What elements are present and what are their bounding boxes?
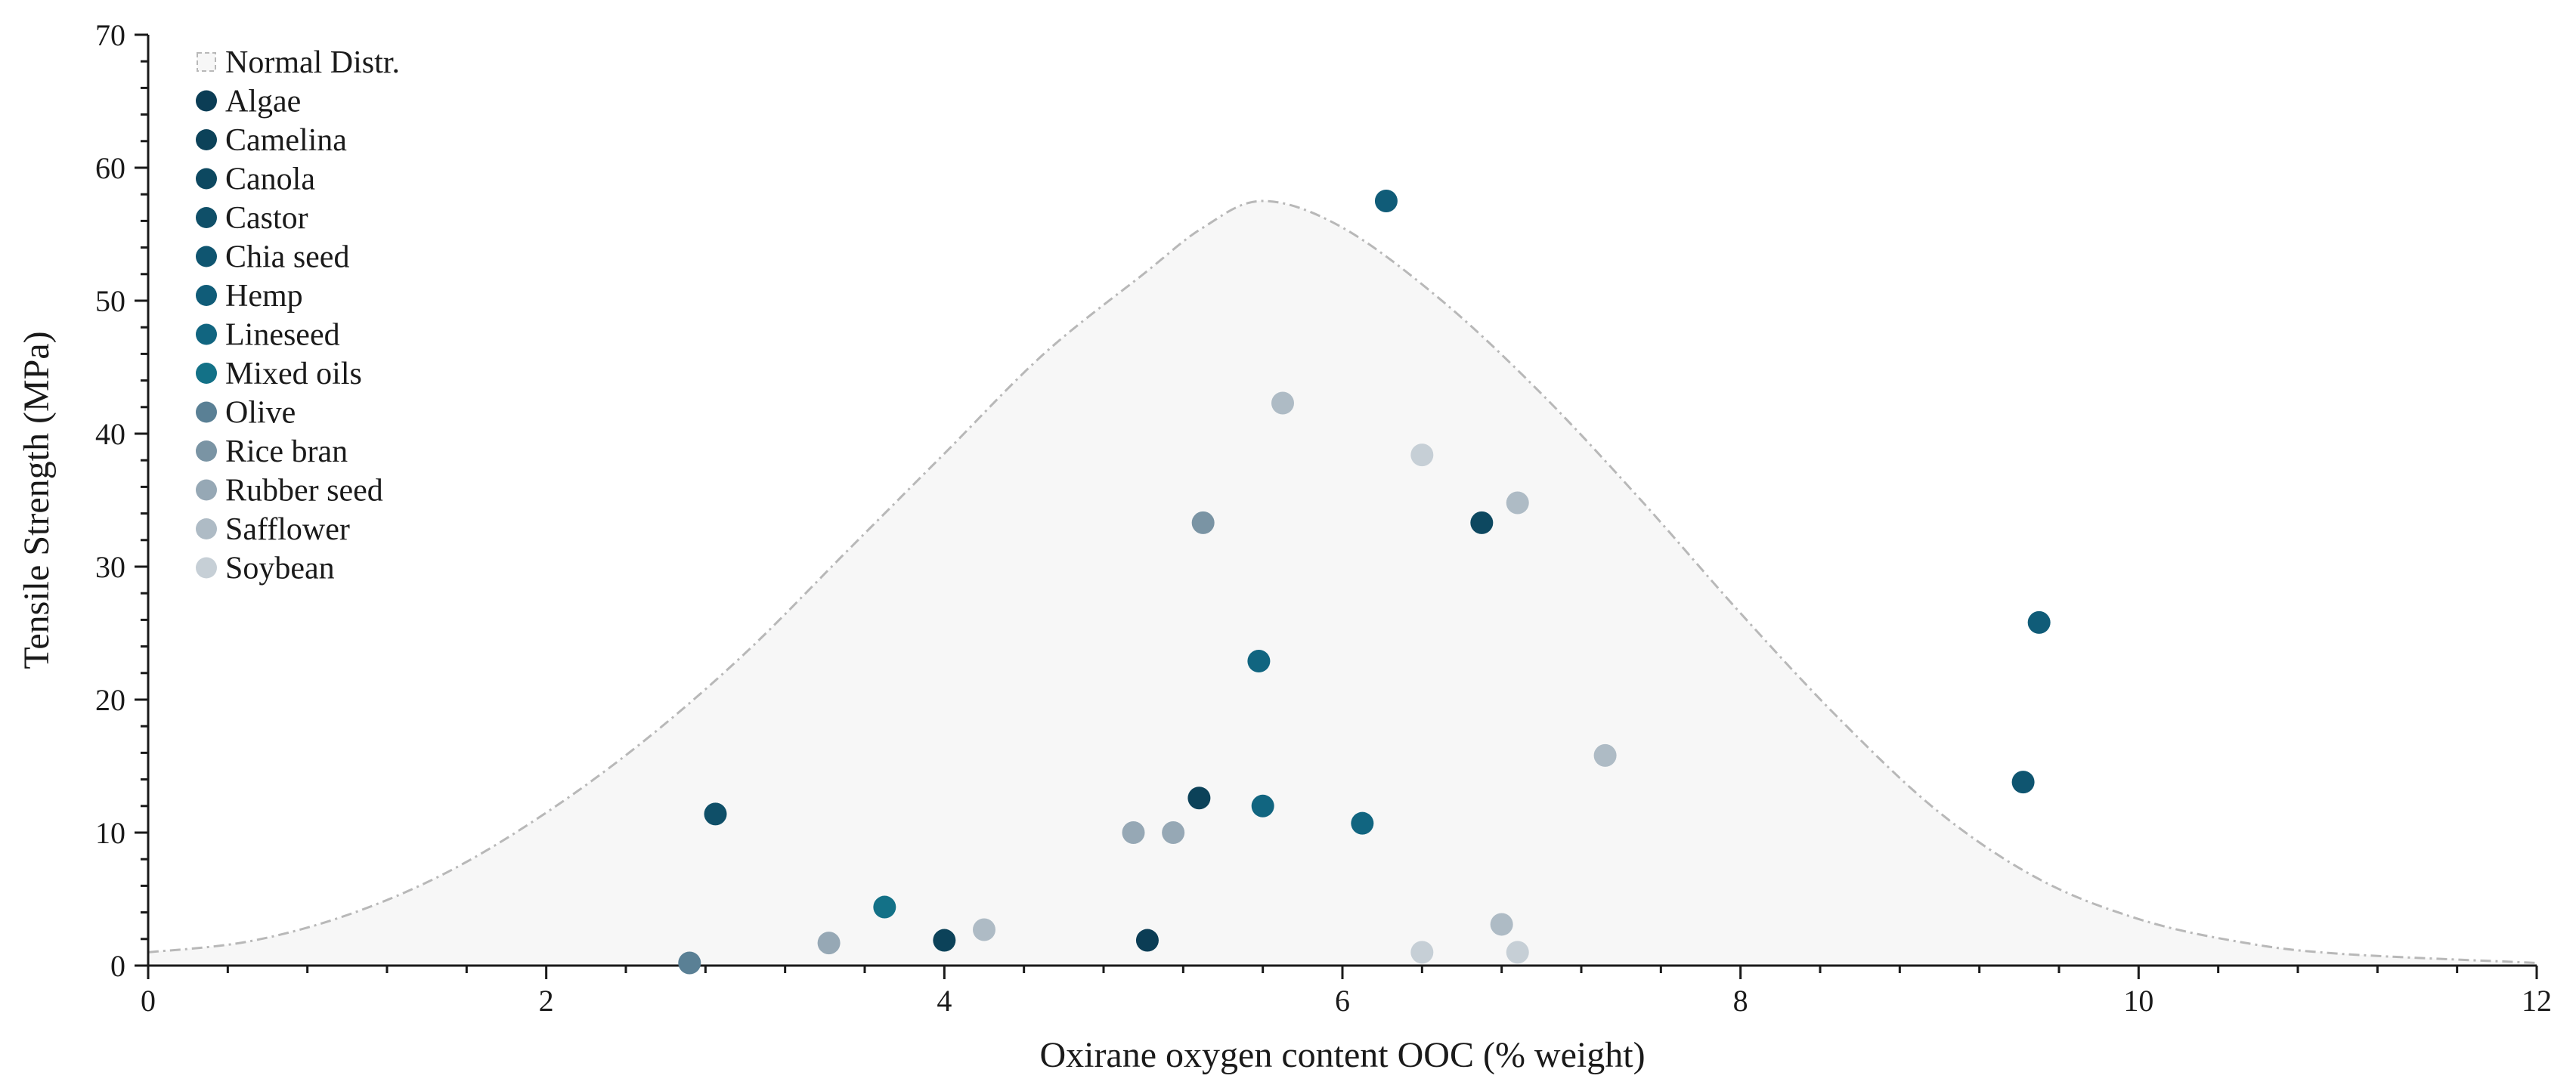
y-tick-label: 60	[95, 151, 125, 185]
y-tick-label: 20	[95, 683, 125, 717]
legend-marker-canola	[196, 168, 217, 190]
legend-marker-soybean	[196, 557, 217, 579]
data-point-lineseed	[1351, 811, 1374, 835]
y-tick-label: 10	[95, 816, 125, 850]
x-tick-label: 12	[2522, 984, 2552, 1018]
data-point-safflower	[973, 918, 995, 941]
legend-marker-camelina	[196, 129, 217, 150]
legend-label-mixed-oils: Mixed oils	[225, 357, 362, 391]
legend-marker-lineseed	[196, 323, 217, 345]
data-point-safflower	[1593, 743, 1617, 767]
axes-layer: 0 2 4 6 8 10 12 0 10 20 30 40 50 60 70	[95, 18, 2552, 1018]
data-point-safflower	[1506, 491, 1529, 515]
y-tick-label: 30	[95, 550, 125, 584]
x-axis-title: Oxirane oxygen content OOC (% weight)	[1039, 1035, 1645, 1075]
legend-label-canola: Canola	[225, 162, 315, 197]
legend-label-normal-distr: Normal Distr.	[225, 45, 400, 80]
data-point-lineseed	[1251, 794, 1274, 817]
legend-marker-chia-seed	[196, 246, 217, 267]
data-point-soybean	[1410, 941, 1434, 964]
legend-label-chia-seed: Chia seed	[225, 240, 349, 275]
normal-distribution-area	[148, 201, 2537, 966]
data-point-hemp	[1374, 190, 1398, 212]
data-point-safflower	[1271, 391, 1294, 415]
y-tick-label: 0	[110, 949, 125, 983]
data-point-camelina	[933, 929, 956, 952]
axis-titles: Oxirane oxygen content OOC (% weight) Te…	[17, 331, 1646, 1075]
x-tick-label: 8	[1733, 984, 1748, 1018]
legend-label-soybean: Soybean	[225, 552, 335, 586]
x-tick-label: 4	[937, 984, 952, 1018]
legend-marker-safflower	[196, 518, 217, 539]
legend-swatch-normal-distr	[197, 52, 216, 72]
legend: Normal Distr. Algae Camelina Canola Castor Ch…	[196, 45, 400, 586]
data-points-layer	[678, 190, 2051, 975]
legend-marker-rice-bran	[196, 440, 217, 462]
data-point-camelina	[1187, 787, 1211, 810]
legend-label-algae: Algae	[225, 85, 301, 119]
legend-label-hemp: Hemp	[225, 279, 303, 314]
y-tick-label: 50	[95, 284, 125, 318]
data-point-safflower	[1490, 913, 1513, 936]
normal-distribution-layer	[147, 199, 2537, 966]
legend-marker-rubber-seed	[196, 479, 217, 501]
normal-distribution-curve	[147, 199, 2537, 964]
legend-marker-hemp	[196, 285, 217, 306]
data-point-soybean	[1410, 444, 1434, 467]
data-point-chia-seed	[2011, 771, 2035, 794]
data-point-lineseed	[1247, 649, 1271, 672]
legend-label-rubber-seed: Rubber seed	[225, 474, 383, 508]
data-point-soybean	[1506, 941, 1529, 964]
y-axis-title: Tensile Strength (MPa)	[17, 331, 57, 669]
data-point-rubber-seed	[817, 932, 841, 955]
legend-marker-algae	[196, 90, 217, 112]
legend-marker-castor	[196, 207, 217, 228]
data-point-mixed-oils	[873, 895, 896, 919]
data-point-canola	[1470, 511, 1494, 534]
data-point-olive	[678, 951, 701, 975]
x-tick-label: 2	[539, 984, 554, 1018]
legend-label-rice-bran: Rice bran	[225, 434, 348, 469]
x-tick-label: 10	[2123, 984, 2153, 1018]
data-point-rubber-seed	[1162, 821, 1185, 844]
legend-marker-olive	[196, 401, 217, 423]
x-tick-label: 6	[1335, 984, 1350, 1018]
legend-label-castor: Castor	[225, 201, 308, 236]
legend-marker-mixed-oils	[196, 363, 217, 384]
x-tick-label: 0	[141, 984, 156, 1018]
data-point-algae	[1135, 929, 1159, 952]
data-point-castor	[704, 802, 727, 826]
legend-label-lineseed: Lineseed	[225, 318, 340, 353]
legend-label-camelina: Camelina	[225, 123, 347, 158]
data-point-hemp	[2027, 610, 2051, 634]
y-tick-label: 40	[95, 417, 125, 451]
legend-label-olive: Olive	[225, 396, 296, 431]
data-point-rubber-seed	[1122, 821, 1145, 844]
data-point-rice-bran	[1191, 511, 1215, 534]
legend-label-safflower: Safflower	[225, 512, 350, 547]
y-tick-label: 70	[95, 18, 125, 52]
